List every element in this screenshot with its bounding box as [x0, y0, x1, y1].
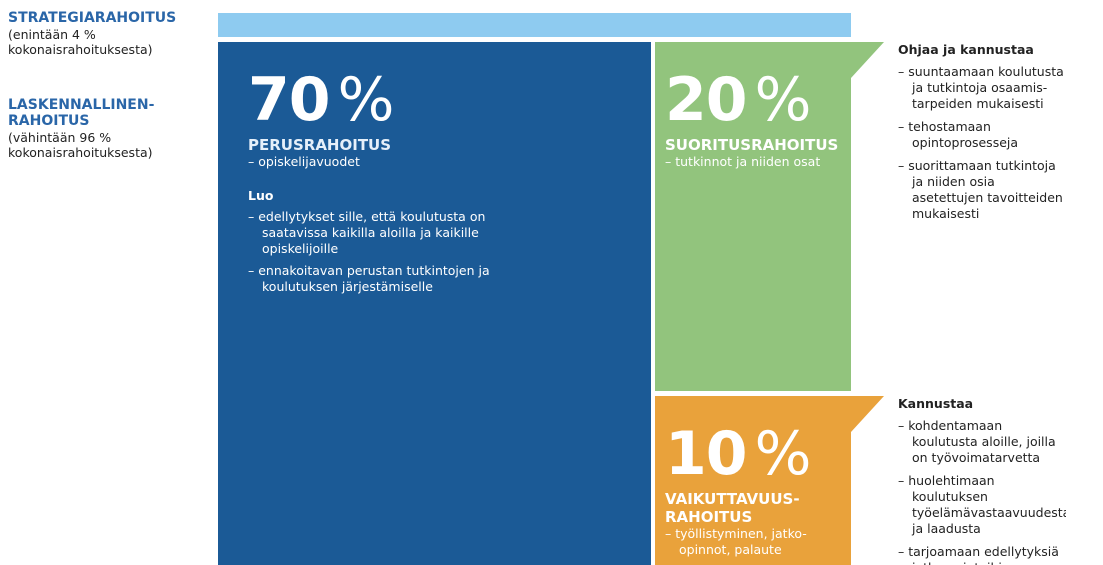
block-title: VAIKUTTAVUUS-RAHOITUS: [665, 490, 800, 526]
callout: Ohjaa ja kannustaa – suuntaamaan koulutus…: [898, 42, 1066, 229]
bullet-list: – tutkinnot ja niiden osat: [665, 154, 845, 170]
bullet-list: – opiskelijavuodet: [248, 154, 518, 170]
share-number: 10: [665, 419, 747, 489]
performance-funding: 20% SUORITUSRAHOITUS – tutkinnot ja niiden…: [655, 42, 851, 391]
label-note: (enintään 4 % kokonaisrahoituksesta): [8, 27, 153, 57]
share: 70%: [248, 70, 651, 130]
block-title: PERUSRAHOITUS: [248, 136, 392, 154]
share-number: 70: [248, 65, 330, 135]
bullet-item: – tehostamaan opintoprosesseja: [898, 119, 1019, 150]
bullet-item: – edellytykset sille, että koulutusta on…: [248, 209, 486, 256]
bullet-list: – suuntaamaan koulutusta ja tutkintoja o…: [898, 64, 1066, 222]
bullet-item: – kohdentamaan koulutusta aloille, joill…: [898, 418, 1056, 465]
bullet-item: – suorittamaan tutkintoja ja niiden osia…: [898, 158, 1063, 221]
block-subtitle: Luo: [248, 188, 274, 203]
block-body: – opiskelijavuodet Luo – edellytykset sill…: [248, 154, 518, 295]
pointer: [851, 396, 884, 432]
strategic-label: STRATEGIARAHOITUS (enintään 4 % kokonais…: [8, 10, 188, 57]
share-unit: %: [337, 65, 395, 135]
bullet-list: – työllistyminen, jatko-opinnot, palaute: [665, 526, 835, 558]
label-title: STRATEGIARAHOITUS: [8, 10, 177, 26]
bullet-item: – suuntaamaan koulutusta ja tutkintoja o…: [898, 64, 1064, 111]
block-body: – työllistyminen, jatko-opinnot, palaute: [665, 526, 835, 558]
bullet-item: – opiskelijavuodet: [248, 154, 360, 169]
calculated-label: LASKENNALLINEN-RAHOITUS (vähintään 96 % …: [8, 97, 178, 160]
impact-funding: 10% VAIKUTTAVUUS-RAHOITUS – työllistyminen…: [655, 396, 851, 565]
label-note: (vähintään 96 % kokonaisrahoituksesta): [8, 130, 153, 160]
callout-title: Kannustaa: [898, 396, 974, 411]
share-unit: %: [754, 419, 812, 489]
bullet-item: – tutkinnot ja niiden osat: [665, 154, 821, 169]
share-unit: %: [754, 65, 812, 135]
bullet-item: – työllistyminen, jatko-opinnot, palaute: [665, 526, 807, 557]
callout: Kannustaa – kohdentamaan koulutusta aloil…: [898, 396, 1066, 565]
block-body: – tutkinnot ja niiden osat: [665, 154, 845, 170]
share: 10%: [665, 424, 851, 484]
callout-title: Ohjaa ja kannustaa: [898, 42, 1034, 57]
bullet-item: – tarjoamaan edellytyksiä jatko-opintoih…: [898, 544, 1059, 565]
label-title: LASKENNALLINEN-RAHOITUS: [8, 97, 155, 129]
pointer: [851, 42, 884, 78]
share-number: 20: [665, 65, 747, 135]
block-title: SUORITUSRAHOITUS: [665, 136, 839, 154]
bullet-item: – ennakoitavan perustan tutkintojen ja k…: [248, 263, 490, 294]
strategic-bar: [218, 13, 851, 37]
basic-funding: 70% PERUSRAHOITUS – opiskelijavuodet Luo – e…: [218, 42, 651, 565]
bullet-list: – kohdentamaan koulutusta aloille, joill…: [898, 418, 1066, 565]
bullet-item: – huolehtimaan koulutuksen työelämävasta…: [898, 473, 1066, 536]
bullet-list: – edellytykset sille, että koulutusta on…: [248, 209, 518, 295]
share: 20%: [665, 70, 851, 130]
